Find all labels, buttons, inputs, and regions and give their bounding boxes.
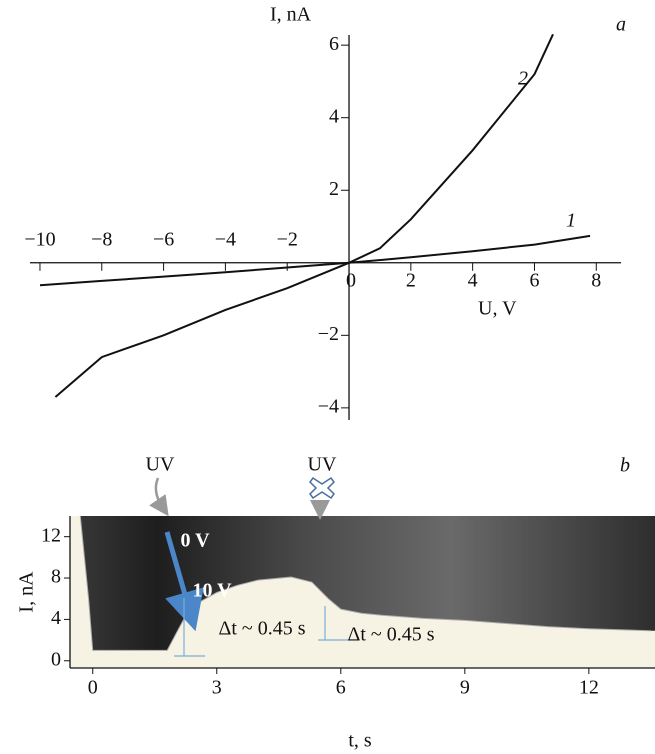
dt-bracket [318,606,350,641]
y-tick-label: 4 [51,607,61,629]
cross-icon [309,476,335,500]
x-tick-label: 0 [88,677,98,699]
y-axis-label: I, nA [16,571,38,613]
x-axis-label: U, V [478,298,517,320]
x-tick-label: 6 [529,269,539,291]
annotation: UV [146,454,175,476]
x-tick-label: 6 [336,677,346,699]
curve-label: 1 [566,210,576,232]
x-tick-label: 12 [579,677,599,699]
voltage-arrow [164,531,204,632]
annotation: 10 V [192,580,232,602]
x-tick-label: −8 [91,228,112,250]
curve [54,33,554,398]
y-tick-label: 8 [51,566,61,588]
y-tick-label: −2 [318,323,339,345]
annotation: 0 V [180,530,210,552]
x-tick-label: 2 [406,269,416,291]
y-tick-label: −4 [318,395,339,417]
annotation: Δt ~ 0.45 s [218,618,305,640]
x-tick-label: −6 [153,228,174,250]
x-tick-label: 8 [591,269,601,291]
curve-label: 2 [518,68,528,90]
x-tick-label: 9 [460,677,470,699]
y-tick-label: 0 [51,648,61,670]
current-edge [79,515,651,651]
dt-bracket [174,598,205,657]
x-axis-label: t, s [348,730,372,752]
annotation: UV [308,454,337,476]
x-tick-label: 0 [346,269,356,291]
y-tick-label: 4 [329,105,339,127]
y-tick-label: 12 [41,524,61,546]
panel-label: b [620,455,630,477]
baseline-area [70,516,655,668]
x-tick-label: 3 [212,677,222,699]
x-tick-label: −2 [277,228,298,250]
y-tick-label: 2 [329,178,339,200]
panel-label: a [616,14,626,36]
annotation: Δt ~ 0.45 s [347,624,434,646]
x-tick-label: −4 [215,228,236,250]
x-tick-label: 4 [468,269,478,291]
curve [39,234,591,287]
uv-arrow [149,477,169,517]
y-axis-label: I, nA [270,4,312,26]
y-tick-label: 6 [329,33,339,55]
x-tick-label: −10 [24,228,55,250]
